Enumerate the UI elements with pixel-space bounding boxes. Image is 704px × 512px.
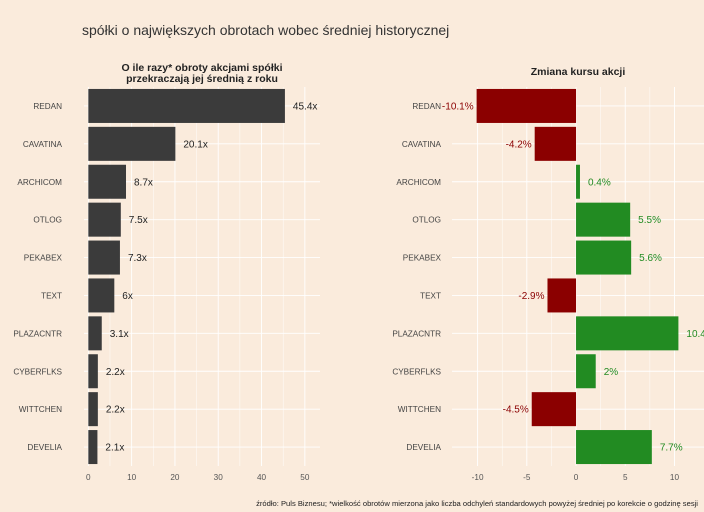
- category-label: DEVELIA: [406, 443, 441, 452]
- data-label: -4.2%: [506, 139, 532, 150]
- category-label: ARCHICOM: [17, 178, 62, 187]
- category-label: WITTCHEN: [19, 405, 62, 414]
- data-label: 5.5%: [638, 215, 661, 226]
- panel-title: Zmiana kursu akcji: [531, 66, 626, 78]
- bar-archicom: [576, 164, 580, 199]
- x-tick-label: -10: [472, 473, 484, 482]
- category-label: OTLOG: [33, 216, 62, 225]
- data-label: 3.1x: [110, 329, 129, 340]
- bar-wittchen: [531, 392, 577, 427]
- data-label: 2.1x: [105, 443, 124, 454]
- category-label: ARCHICOM: [396, 178, 441, 187]
- panel-title: przekraczają jej średnią z roku: [126, 73, 278, 85]
- bar-otlog: [88, 202, 121, 237]
- x-tick-label: 40: [257, 473, 267, 482]
- data-label: 5.6%: [639, 253, 662, 264]
- category-label: CAVATINA: [23, 140, 63, 149]
- bar-text: [547, 278, 577, 313]
- x-tick-label: 50: [300, 473, 310, 482]
- x-tick-label: -5: [523, 473, 531, 482]
- bar-archicom: [88, 164, 127, 199]
- bar-develia: [576, 430, 652, 465]
- bar-otlog: [576, 202, 631, 237]
- bar-pekabex: [88, 240, 120, 275]
- bar-wittchen: [88, 392, 98, 427]
- category-label: TEXT: [41, 291, 62, 300]
- x-tick-label: 20: [170, 473, 180, 482]
- category-label: CAVATINA: [402, 140, 442, 149]
- category-label: REDAN: [412, 102, 441, 111]
- data-label: 10.4%: [686, 329, 704, 340]
- data-label: -2.9%: [518, 291, 544, 302]
- category-label: PEKABEX: [403, 254, 442, 263]
- category-label: DEVELIA: [27, 443, 62, 452]
- data-label: 8.7x: [134, 177, 153, 188]
- chart-caption: źródło: Puls Biznesu; *wielkość obrotów …: [256, 499, 698, 508]
- bar-text: [88, 278, 115, 313]
- x-tick-label: 0: [574, 473, 579, 482]
- data-label: -10.1%: [442, 101, 474, 112]
- chart-panel-2: Zmiana kursu akcji -10.1%REDAN -4.2% CAVATI…: [392, 66, 704, 482]
- bar-cyberflks: [88, 354, 98, 389]
- category-label: PEKABEX: [24, 254, 63, 263]
- data-label: 6x: [122, 291, 133, 302]
- chart-title: spółki o największych obrotach wobec śre…: [82, 22, 449, 38]
- data-label: 45.4x: [293, 101, 317, 112]
- data-label: 7.7%: [660, 443, 683, 454]
- bar-cyberflks: [576, 354, 596, 389]
- category-label: PLAZACNTR: [13, 329, 62, 338]
- data-label: 7.3x: [128, 253, 147, 264]
- panel-title: O ile razy* obroty akcjami spółki: [121, 62, 282, 74]
- category-label: PLAZACNTR: [392, 329, 441, 338]
- chart-panel-1: O ile razy* obroty akcjami spółkiprzekra…: [13, 62, 320, 482]
- bar-cavatina: [88, 126, 176, 161]
- x-tick-label: 10: [127, 473, 137, 482]
- x-tick-label: 5: [623, 473, 628, 482]
- bar-cavatina: [534, 126, 577, 161]
- category-label: REDAN: [33, 102, 62, 111]
- bar-develia: [88, 430, 98, 465]
- data-label: 7.5x: [129, 215, 148, 226]
- data-label: -4.5%: [503, 405, 529, 416]
- data-label: 2.2x: [106, 405, 125, 416]
- bar-plazacntr: [88, 316, 102, 351]
- x-tick-label: 30: [214, 473, 224, 482]
- data-label: 2.2x: [106, 367, 125, 378]
- x-tick-label: 10: [670, 473, 680, 482]
- category-label: CYBERFLKS: [392, 367, 441, 376]
- data-label: 2%: [604, 367, 619, 378]
- bar-pekabex: [576, 240, 632, 275]
- bar-plazacntr: [576, 316, 679, 351]
- category-label: CYBERFLKS: [13, 367, 62, 376]
- x-tick-label: 0: [86, 473, 91, 482]
- bar-redan: [88, 88, 285, 123]
- category-label: TEXT: [420, 291, 441, 300]
- data-label: 20.1x: [183, 139, 207, 150]
- bar-redan: [476, 88, 577, 123]
- category-label: OTLOG: [412, 216, 441, 225]
- data-label: 0.4%: [588, 177, 611, 188]
- category-label: WITTCHEN: [398, 405, 441, 414]
